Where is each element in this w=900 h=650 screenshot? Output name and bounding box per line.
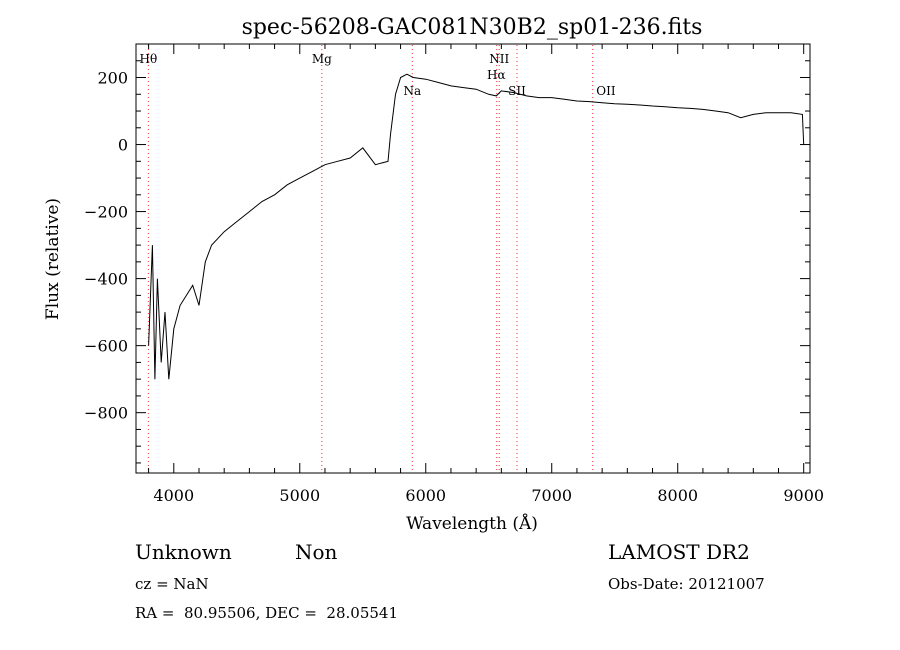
x-tick-label: 5000 <box>279 486 320 505</box>
spectral-class: Unknown <box>135 540 232 564</box>
emission-line-label: Mg <box>312 52 332 66</box>
emission-line-label: Hα <box>487 68 506 82</box>
x-tick-label: 9000 <box>783 486 824 505</box>
chart-title: spec-56208-GAC081N30B2_sp01-236.fits <box>242 15 703 40</box>
emission-line-label: SII <box>508 84 526 98</box>
emission-line-markers <box>147 45 594 472</box>
spectral-subclass: Non <box>295 540 338 564</box>
coordinates: RA = 80.95506, DEC = 28.05541 <box>135 604 399 622</box>
y-tick-label: 200 <box>97 69 128 88</box>
axis-ticks: 4000 5000 6000 7000 8000 9000 −800 −600 −400 −200… <box>84 43 824 505</box>
x-tick-label: 4000 <box>153 486 194 505</box>
emission-line-label: Na <box>403 84 421 98</box>
x-tick-label: 8000 <box>657 486 698 505</box>
y-tick-label: −800 <box>84 404 128 423</box>
x-tick-label: 6000 <box>405 486 446 505</box>
y-tick-label: −600 <box>84 337 128 356</box>
survey-name: LAMOST DR2 <box>608 540 750 564</box>
emission-line-label: Hθ <box>139 52 157 66</box>
y-tick-label: −200 <box>84 203 128 222</box>
x-axis-label: Wavelength (Å) <box>406 513 538 534</box>
y-tick-label: 0 <box>118 136 128 155</box>
emission-line-label: NII <box>489 52 509 66</box>
redshift-cz: cz = NaN <box>135 575 209 593</box>
x-tick-label: 7000 <box>531 486 572 505</box>
y-tick-label: −400 <box>84 270 128 289</box>
spectrum-line <box>148 73 805 380</box>
plot-frame <box>135 43 811 474</box>
y-axis-label: Flux (relative) <box>43 198 63 320</box>
observation-date: Obs-Date: 20121007 <box>608 575 765 593</box>
emission-line-label: OII <box>596 84 616 98</box>
